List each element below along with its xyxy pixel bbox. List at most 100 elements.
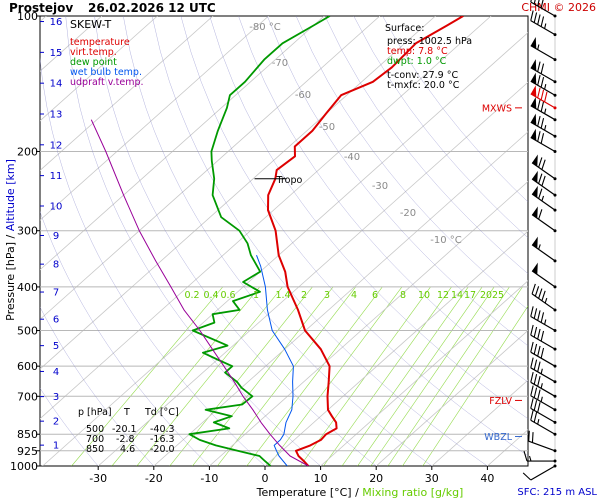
alt-tick-label: 16 <box>50 17 63 28</box>
p-tick-label: 600 <box>17 360 38 373</box>
mixing-ratio-line <box>357 286 483 466</box>
legend-dew-point: dew point <box>70 57 117 68</box>
level-markers: MXWS FZLV WBZL <box>482 103 522 443</box>
wind-barb <box>531 185 557 212</box>
alt-tick-label: 2 <box>53 417 59 428</box>
brand-label: CHMI © 2026 <box>521 1 596 14</box>
isotherm-label: -20 <box>400 208 416 219</box>
mixing-ratio-label: 14 <box>451 290 463 301</box>
wind-barb <box>531 170 557 197</box>
wind-barb <box>530 128 557 153</box>
p-tick-label: 500 <box>17 325 38 338</box>
wind-barb <box>522 464 557 481</box>
wind-barb <box>530 398 557 424</box>
wind-barb <box>530 0 557 18</box>
mixing-ratio-label: 6 <box>372 290 378 301</box>
isotherm-label: -50 <box>319 122 335 133</box>
mixing-ratio-label: 25 <box>492 290 504 301</box>
wind-barb <box>531 262 557 289</box>
mixing-ratio-line <box>387 286 510 466</box>
table-row-td: -16.3 <box>150 434 175 445</box>
legend-temperature: temperature <box>70 37 130 48</box>
mixing-ratio-label: 8 <box>400 290 406 301</box>
legend-title: SKEW-T <box>70 18 112 31</box>
dry-adiabat <box>151 16 488 466</box>
alt-tick-label: 10 <box>50 201 63 212</box>
alt-tick-label: 5 <box>53 341 59 352</box>
isotherm-line <box>40 16 214 172</box>
altitude-axis-label: Altitude [km] <box>4 159 17 231</box>
alt-tick-label: 7 <box>53 288 59 299</box>
sounding-series <box>90 16 464 466</box>
wind-barb <box>530 372 557 398</box>
alt-tick-label: 8 <box>53 260 59 271</box>
surface-tconv: t-conv: 27.9 °C <box>387 70 458 81</box>
dry-adiabat <box>40 306 154 466</box>
isotherm-line <box>40 16 492 420</box>
mixing-ratio-line <box>370 286 495 466</box>
p-tick-label: 200 <box>17 145 38 158</box>
dry-adiabat <box>123 16 432 466</box>
tropopause-marker: Tropo <box>254 175 303 186</box>
mixing-ratio-label: 1.4 <box>275 290 290 301</box>
pressure-axis-label: Pressure [hPa] <box>4 242 17 321</box>
series-temperature <box>267 16 464 466</box>
mixing-ratio-axis-label: Mixing ratio [g/kg] <box>362 486 463 499</box>
wind-barb <box>530 324 557 351</box>
wind-barb <box>530 409 557 436</box>
alt-tick-label: 6 <box>53 315 59 326</box>
x-tick-label: 40 <box>480 472 494 485</box>
legend-updraft: udpraft v.temp. <box>70 77 144 88</box>
table-row-p: 850 <box>86 444 104 455</box>
mixing-ratio-lines <box>71 286 528 466</box>
wind-barb <box>530 113 557 138</box>
mixing-ratio-label: 0.6 <box>220 290 235 301</box>
level-table: p [hPa] T Td [°C] 500 -20.1 -40.3 700 -2… <box>78 407 179 455</box>
x-tick-label: -30 <box>89 472 107 485</box>
table-header-td: Td [°C] <box>144 407 179 418</box>
dry-adiabat <box>65 16 321 466</box>
x-tick-label: 10 <box>314 472 328 485</box>
isotherm-labels: -80 °C -70 -60 -50 -40 -30 -20 -10 °C <box>249 22 462 246</box>
x-tick-label: -10 <box>200 472 218 485</box>
mixing-ratio-label: 4 <box>351 290 357 301</box>
wind-barb <box>531 283 557 312</box>
temperature-axis-label: Temperature [°C] <box>256 486 352 499</box>
isotherm-label: -30 <box>372 181 388 192</box>
alt-tick-label: 12 <box>50 140 63 151</box>
wind-barb <box>531 206 557 233</box>
series-wet-bulb-temp <box>256 255 294 466</box>
plot-area <box>40 16 528 466</box>
fzlv-label: FZLV <box>489 396 512 407</box>
wind-barb <box>530 36 557 62</box>
y-axis-label: Pressure [hPa] / Altitude [km] <box>4 159 17 321</box>
mixing-ratio-labels: 0.2 0.4 0.6 1 1.4 2 3 4 6 8 10 12 14 17 20 25 <box>184 290 504 301</box>
dry-adiabat <box>180 16 528 457</box>
alt-tick-label: 11 <box>50 171 63 182</box>
mixing-ratio-line <box>246 286 383 466</box>
alt-tick-label: 14 <box>50 79 63 90</box>
surface-press: press: 1002.5 hPa <box>387 36 472 47</box>
isotherm-line <box>40 16 158 122</box>
mixing-ratio-line <box>323 286 452 466</box>
wind-barb <box>530 357 557 384</box>
p-tick-label: 1000 <box>10 460 38 473</box>
mixing-ratio-line <box>268 286 403 466</box>
pressure-axis-ticks: 100 200 300 400 500 600 700 850 925 1000 <box>10 10 40 473</box>
x-tick-label: 30 <box>425 472 439 485</box>
wind-barb <box>530 306 557 333</box>
dry-adiabat-lines <box>40 16 528 466</box>
dry-adiabat <box>40 387 99 466</box>
tropo-label: Tropo <box>276 175 303 186</box>
isotherm-line <box>40 16 325 271</box>
wind-barb <box>523 450 557 463</box>
surface-tmxfc: t-mxfc: 20.0 °C <box>387 80 460 91</box>
table-header-t: T <box>123 407 130 418</box>
wind-barb <box>530 97 557 122</box>
mixing-ratio-label: 3 <box>324 290 330 301</box>
surface-title: Surface: <box>385 23 424 34</box>
isotherm-line <box>431 379 528 466</box>
table-row-p: 700 <box>86 434 104 445</box>
